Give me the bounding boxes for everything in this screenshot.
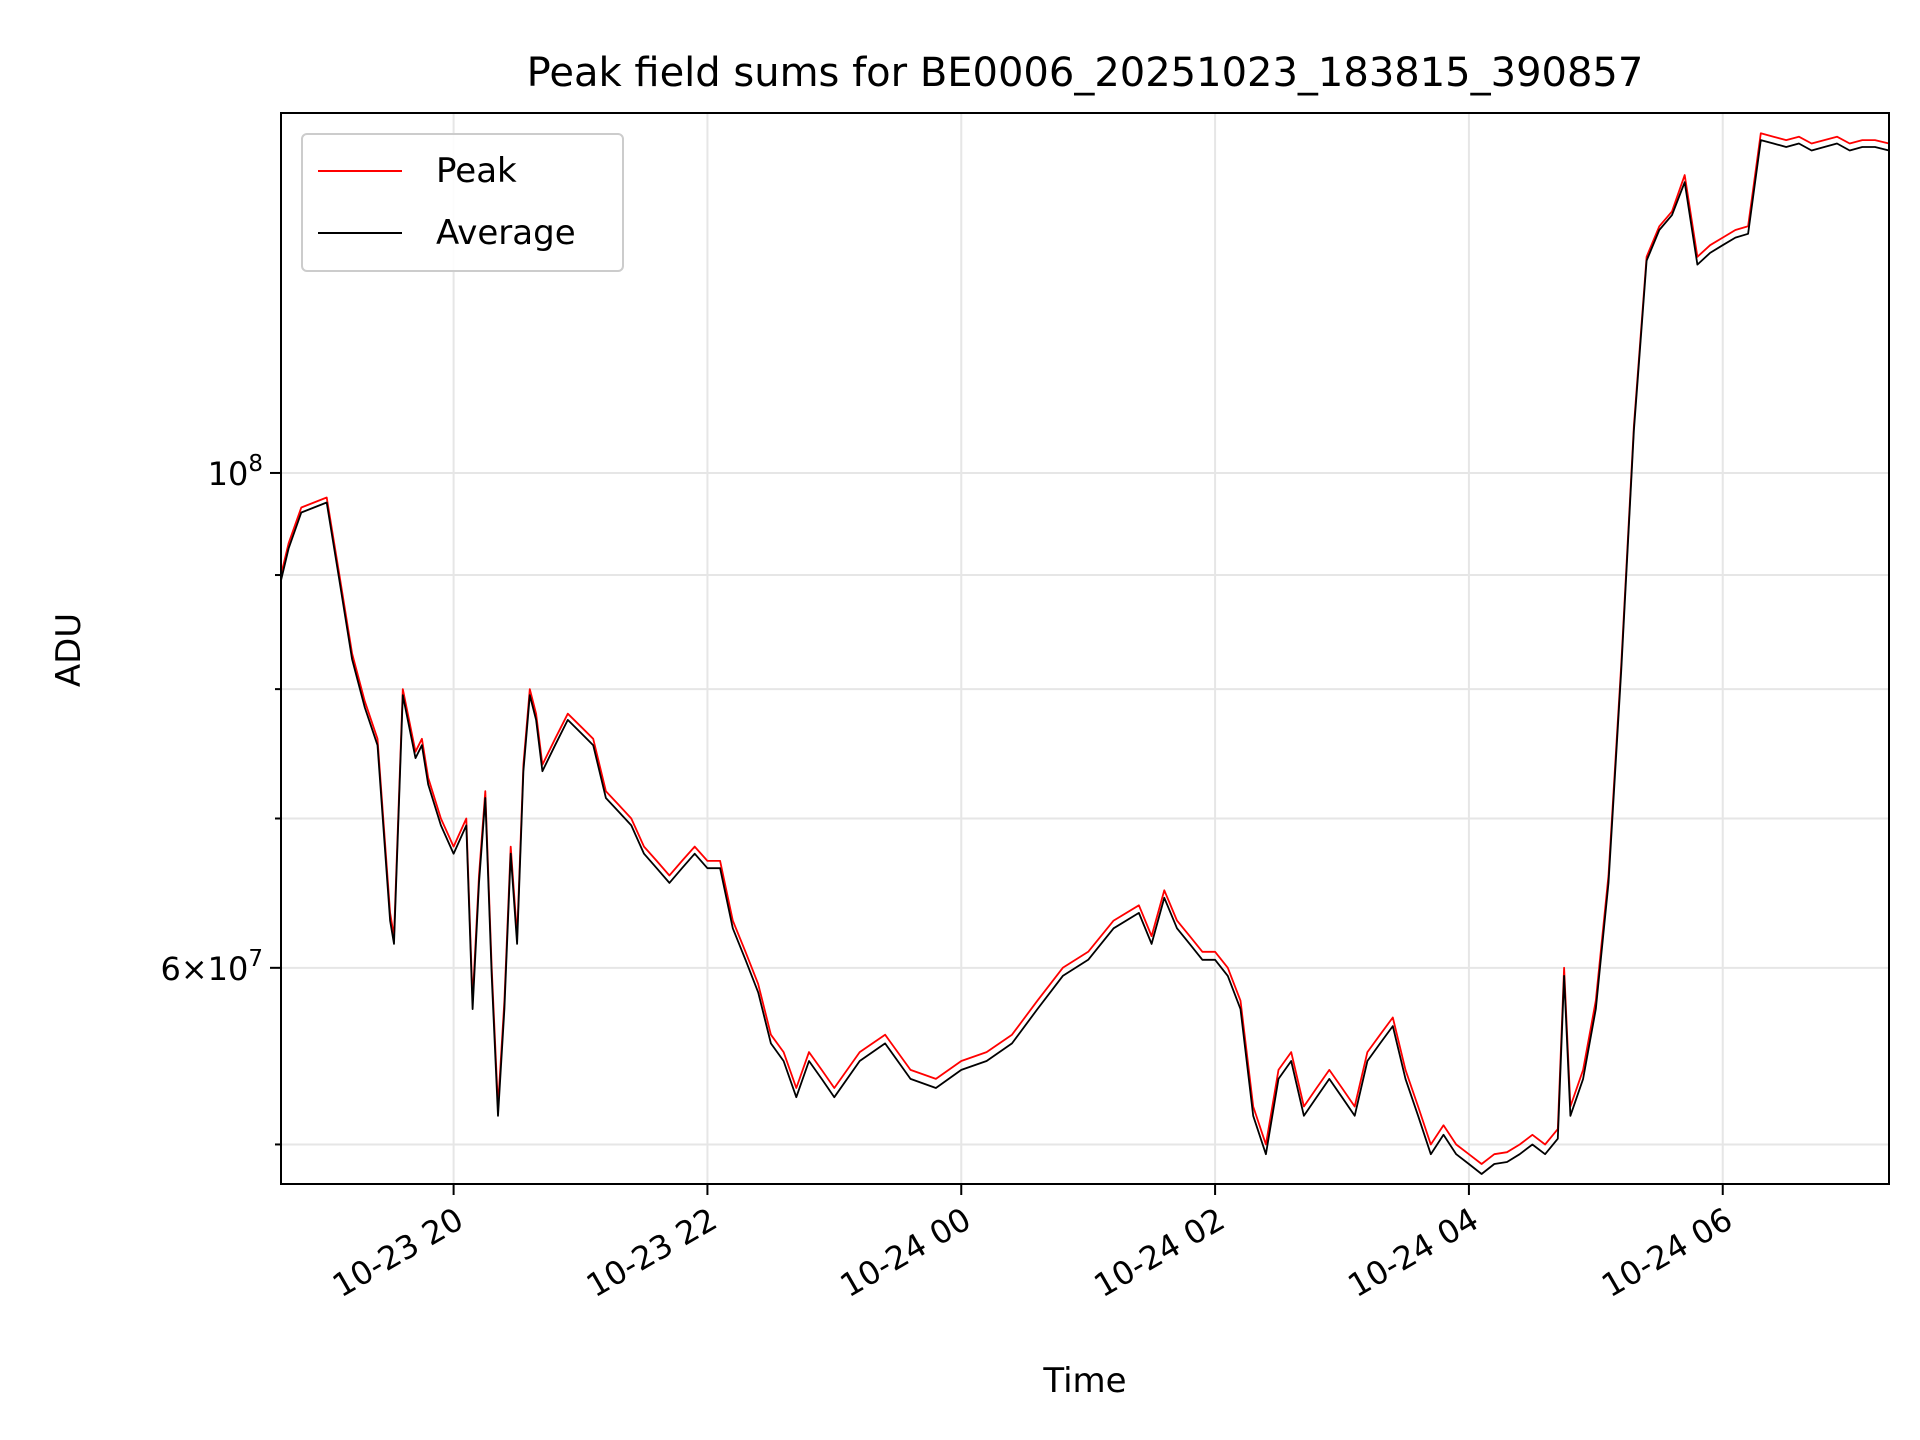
plot-frame [280, 112, 1890, 1185]
y-tick-label-1e8-exp: 8 [248, 451, 263, 477]
y-tick-label-6e7: 6×107 [160, 946, 263, 988]
y-tick-label-6e7-times: × [181, 950, 208, 988]
y-tick-label-1e8-base: 10 [208, 455, 249, 493]
y-axis-label: ADU [49, 613, 89, 687]
legend-label-average: Average [436, 213, 576, 253]
legend-box [301, 133, 624, 272]
legend-label-peak: Peak [436, 151, 517, 191]
legend: Peak Average [301, 133, 624, 272]
series-line-average [280, 139, 1890, 1175]
series-lines [280, 132, 1890, 1175]
x-axis-label: Time [1042, 1361, 1126, 1401]
y-tick-label-1e8: 108 [208, 451, 263, 493]
y-tick-label-6e7-exp: 7 [248, 946, 263, 972]
y-tick-label-6e7-coef: 6 [160, 950, 180, 988]
y-tick-labels: 108 6×107 [160, 451, 263, 988]
chart-title: Peak field sums for BE0006_20251023_1838… [527, 50, 1644, 96]
y-tick-label-6e7-base: 10 [208, 950, 249, 988]
